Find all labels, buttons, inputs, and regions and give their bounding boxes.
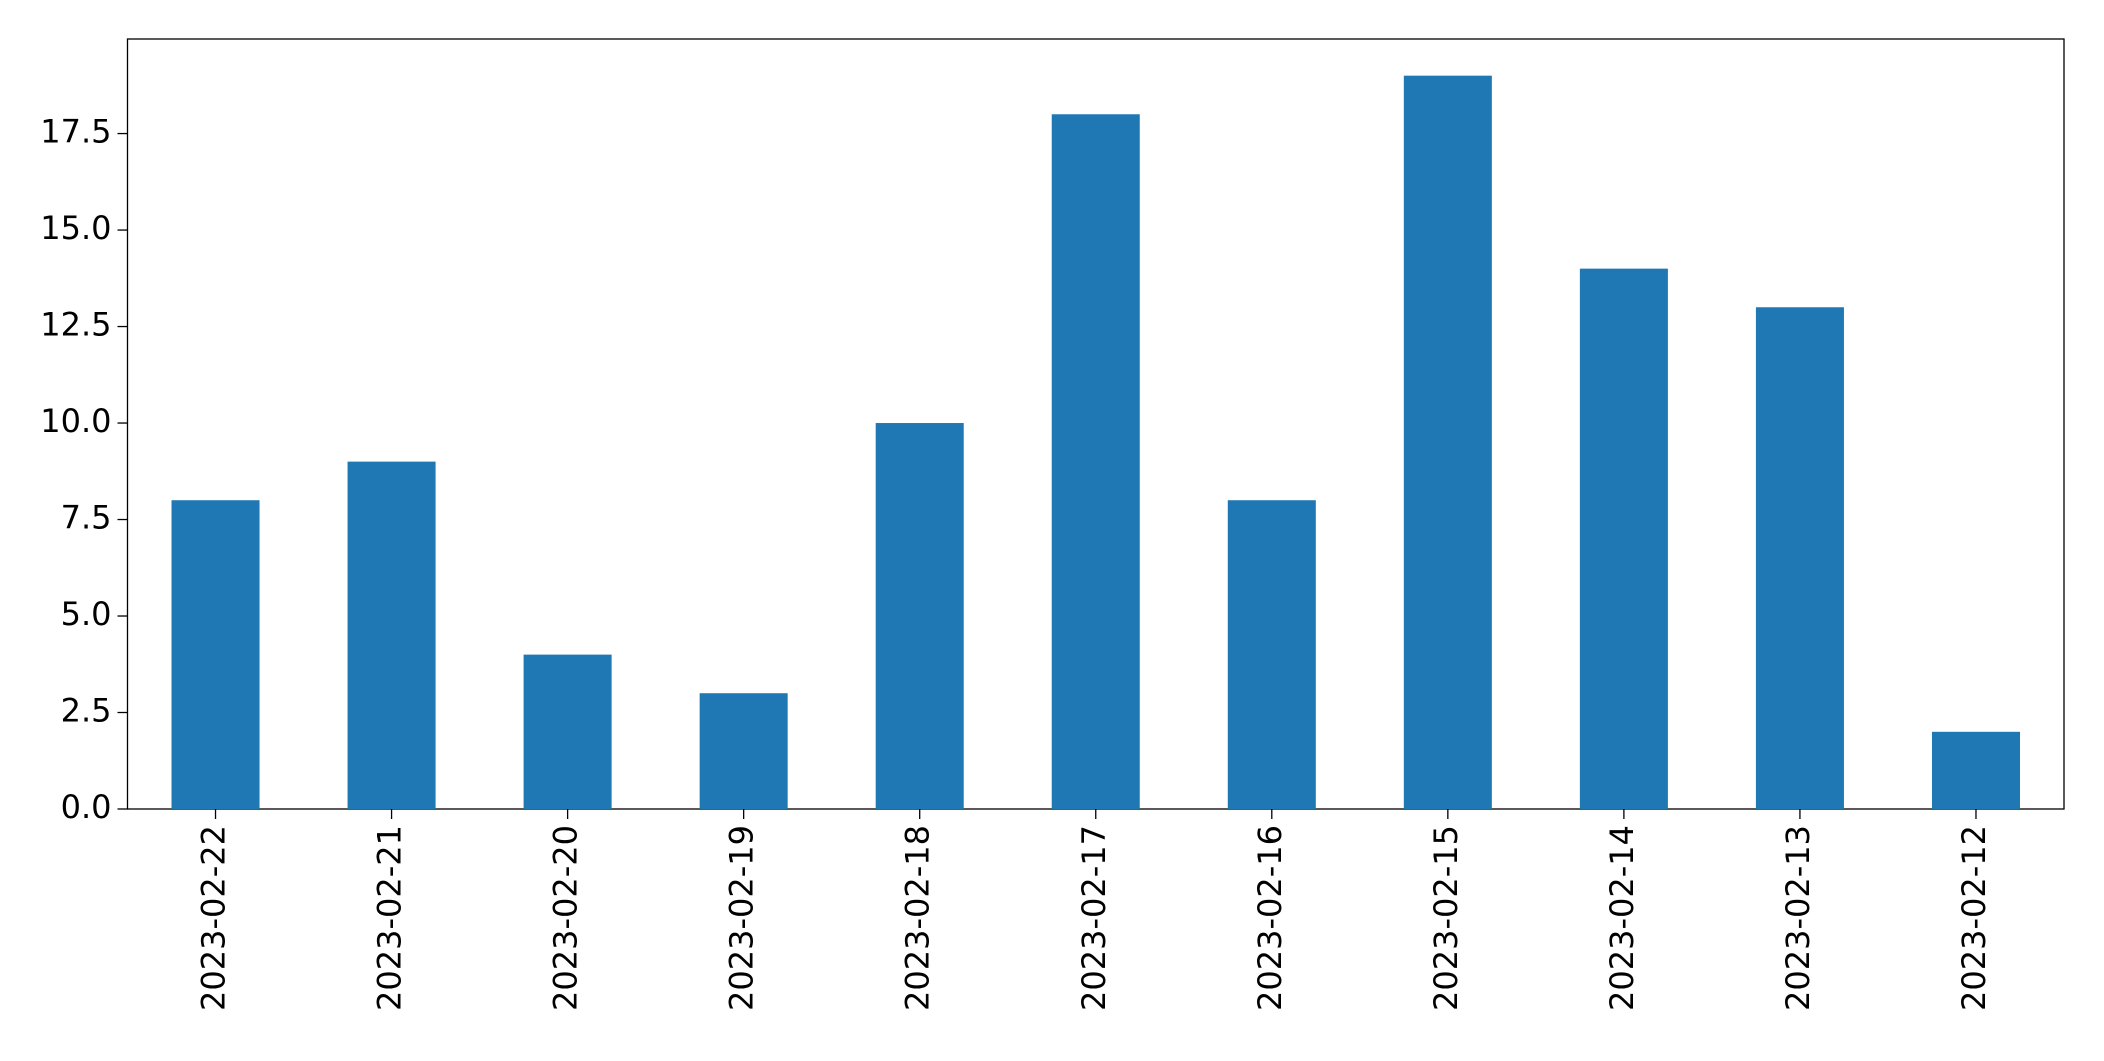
bar [1931, 731, 2020, 809]
bar [1579, 268, 1668, 809]
y-tick-label: 17.5 [40, 113, 111, 151]
bar [347, 461, 436, 809]
y-tick-label: 12.5 [40, 306, 111, 344]
bar [1403, 75, 1492, 809]
y-tick-label: 7.5 [61, 499, 112, 537]
x-tick-label: 2023-02-20 [547, 825, 585, 1011]
bar [1227, 500, 1316, 809]
x-tick-label: 2023-02-15 [1427, 825, 1465, 1011]
bar [1755, 307, 1844, 809]
x-tick-label: 2023-02-17 [1075, 825, 1113, 1011]
x-tick-label: 2023-02-16 [1251, 825, 1289, 1011]
bar [1051, 114, 1140, 809]
x-tick-label: 2023-02-12 [1955, 825, 1993, 1011]
y-tick-label: 15.0 [40, 209, 111, 247]
x-tick-label: 2023-02-18 [899, 825, 937, 1011]
x-tick-label: 2023-02-19 [723, 825, 761, 1011]
y-tick-label: 10.0 [40, 402, 111, 440]
y-tick-label: 5.0 [61, 595, 112, 633]
bar [875, 423, 964, 809]
x-tick-label: 2023-02-22 [195, 825, 233, 1011]
x-tick-label: 2023-02-21 [371, 825, 409, 1011]
x-tick-label: 2023-02-14 [1603, 825, 1641, 1011]
y-tick-label: 2.5 [61, 692, 112, 730]
bar [523, 654, 612, 809]
y-tick-label: 0.0 [61, 788, 112, 826]
bar [171, 500, 260, 809]
x-tick-label: 2023-02-13 [1779, 825, 1817, 1011]
bar [699, 693, 788, 809]
